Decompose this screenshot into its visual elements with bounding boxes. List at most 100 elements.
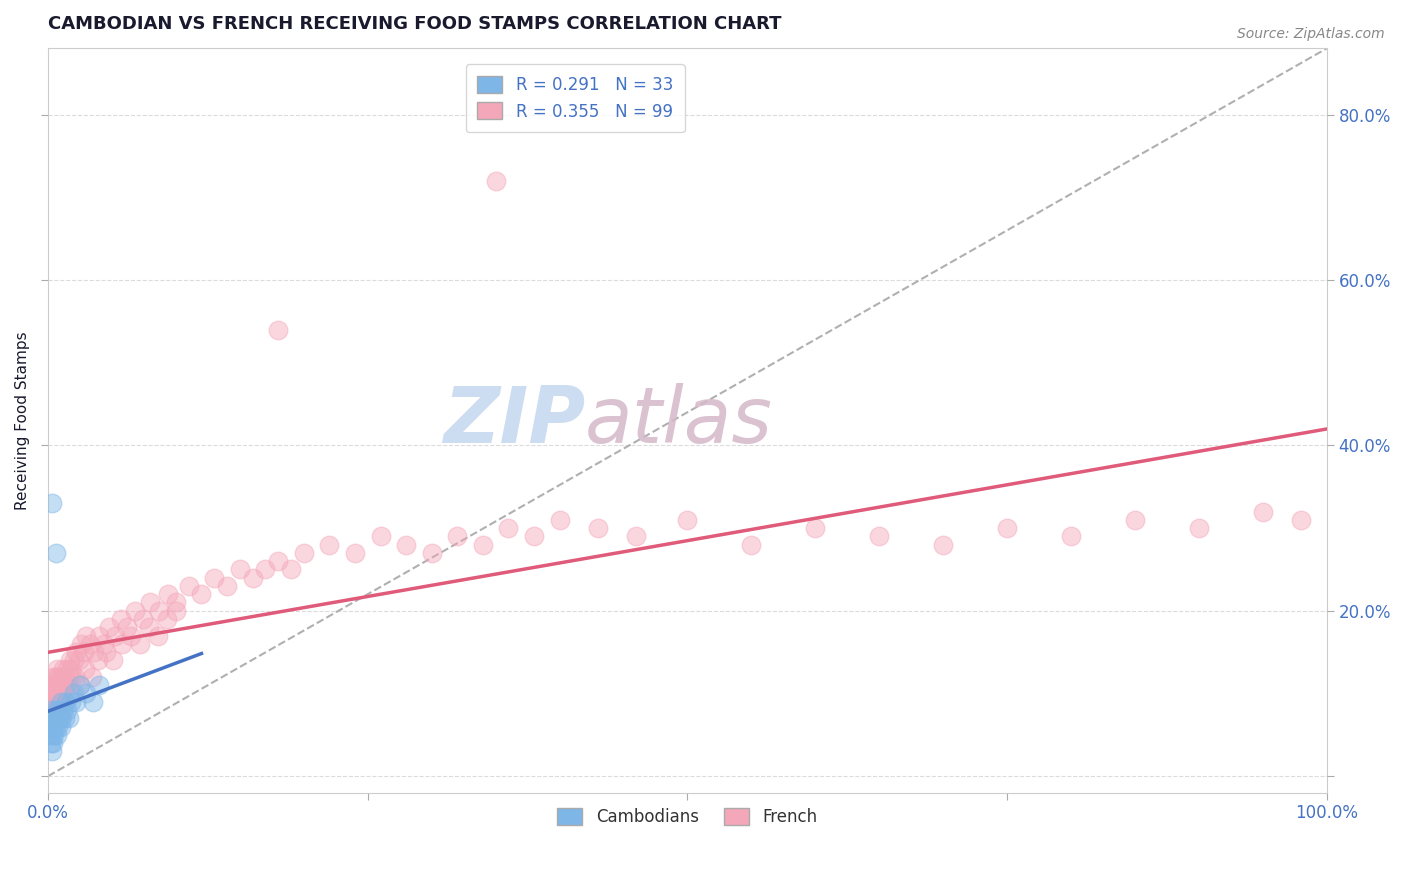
Point <box>42 670 65 684</box>
Point <box>87 653 110 667</box>
Point <box>60 686 83 700</box>
Text: CAMBODIAN VS FRENCH RECEIVING FOOD STAMPS CORRELATION CHART: CAMBODIAN VS FRENCH RECEIVING FOOD STAMP… <box>48 15 782 33</box>
Point <box>1188 521 1211 535</box>
Point <box>586 521 609 535</box>
Point <box>67 653 90 667</box>
Point <box>395 538 418 552</box>
Point <box>280 562 302 576</box>
Point <box>156 612 179 626</box>
Point <box>45 703 67 717</box>
Point <box>56 703 79 717</box>
Point <box>39 719 62 733</box>
Point <box>932 538 955 552</box>
Point <box>165 595 187 609</box>
Point <box>51 711 73 725</box>
Point <box>80 670 103 684</box>
Point <box>89 678 111 692</box>
Point <box>420 546 443 560</box>
Point <box>48 711 70 725</box>
Point <box>471 538 494 552</box>
Point <box>60 670 83 684</box>
Point <box>446 529 468 543</box>
Point <box>63 670 86 684</box>
Point <box>94 645 117 659</box>
Point <box>75 686 97 700</box>
Point <box>75 662 97 676</box>
Point <box>49 695 72 709</box>
Point <box>129 637 152 651</box>
Point <box>41 711 63 725</box>
Point <box>48 678 70 692</box>
Point <box>39 703 62 717</box>
Point <box>484 174 506 188</box>
Point <box>41 496 63 510</box>
Point <box>42 686 65 700</box>
Point <box>46 695 69 709</box>
Point <box>45 546 67 560</box>
Point <box>56 678 79 692</box>
Point <box>55 695 77 709</box>
Point <box>138 620 160 634</box>
Point <box>343 546 366 560</box>
Point <box>1123 513 1146 527</box>
Point <box>48 711 70 725</box>
Point <box>52 662 75 676</box>
Point <box>1251 504 1274 518</box>
Point <box>52 703 75 717</box>
Point <box>41 678 63 692</box>
Point <box>117 620 139 634</box>
Point <box>45 670 67 684</box>
Point <box>111 637 134 651</box>
Point <box>82 695 104 709</box>
Point <box>51 686 73 700</box>
Point <box>69 678 91 692</box>
Point <box>215 579 238 593</box>
Point <box>56 662 79 676</box>
Point <box>626 529 648 543</box>
Point <box>46 703 69 717</box>
Point <box>46 711 69 725</box>
Point <box>44 711 66 725</box>
Point <box>292 546 315 560</box>
Point <box>45 686 67 700</box>
Point <box>65 645 87 659</box>
Point <box>157 587 180 601</box>
Point <box>548 513 571 527</box>
Point <box>65 695 87 709</box>
Text: atlas: atlas <box>585 383 773 458</box>
Point <box>868 529 890 543</box>
Point <box>995 521 1018 535</box>
Legend: Cambodians, French: Cambodians, French <box>547 798 827 837</box>
Point <box>51 678 73 692</box>
Point <box>93 637 115 651</box>
Point <box>73 645 96 659</box>
Point <box>46 662 69 676</box>
Point <box>42 719 65 733</box>
Point <box>202 571 225 585</box>
Point <box>58 670 80 684</box>
Point <box>53 670 76 684</box>
Point <box>38 728 60 742</box>
Point <box>53 695 76 709</box>
Point <box>177 579 200 593</box>
Point <box>124 604 146 618</box>
Text: Source: ZipAtlas.com: Source: ZipAtlas.com <box>1237 27 1385 41</box>
Point <box>804 521 827 535</box>
Point <box>46 678 69 692</box>
Point <box>44 695 66 709</box>
Point <box>58 711 80 725</box>
Point <box>120 628 142 642</box>
Point <box>49 719 72 733</box>
Point <box>523 529 546 543</box>
Point <box>53 711 76 725</box>
Y-axis label: Receiving Food Stamps: Receiving Food Stamps <box>15 331 30 510</box>
Point <box>41 744 63 758</box>
Point <box>39 686 62 700</box>
Point <box>740 538 762 552</box>
Point <box>267 322 290 336</box>
Point <box>46 719 69 733</box>
Point <box>60 662 83 676</box>
Point <box>370 529 392 543</box>
Point <box>131 612 153 626</box>
Point <box>139 595 162 609</box>
